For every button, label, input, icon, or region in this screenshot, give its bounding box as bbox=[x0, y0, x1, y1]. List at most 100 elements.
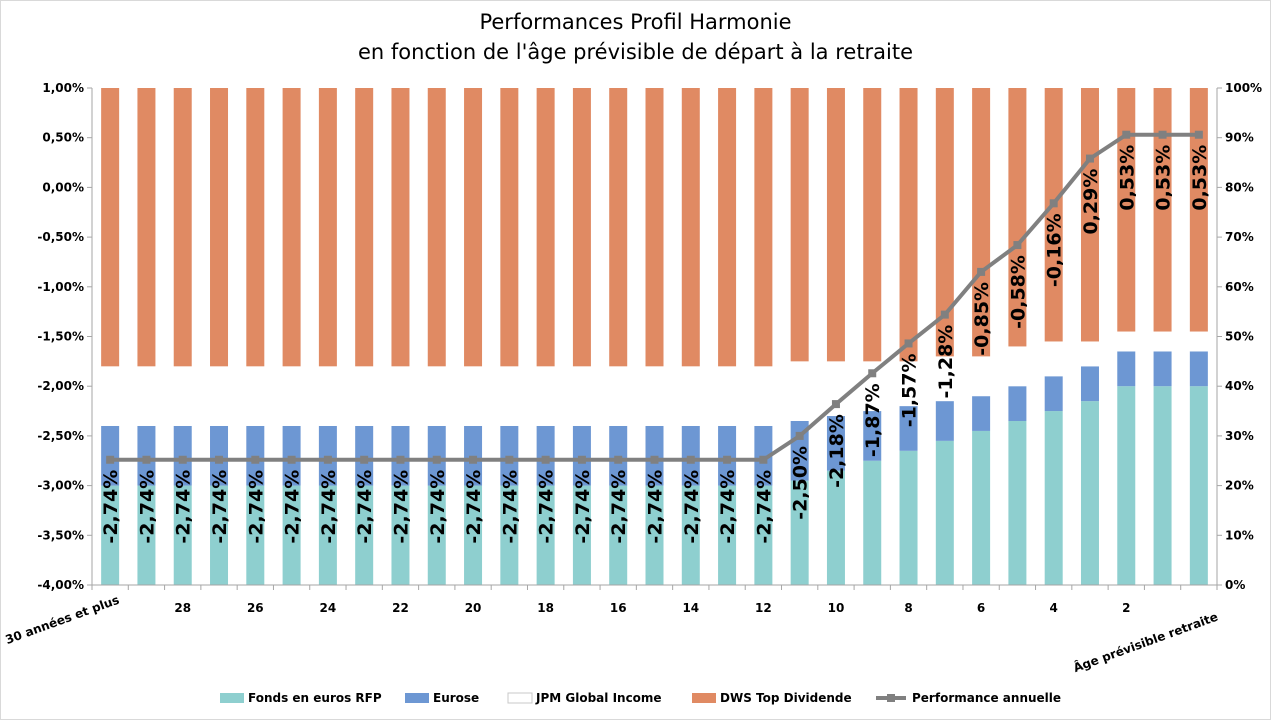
x-tick-label: 4 bbox=[1050, 601, 1058, 615]
data-label-5: -2,74% bbox=[282, 470, 304, 544]
bar-segment-3-22 bbox=[899, 88, 918, 362]
data-label-9: -2,74% bbox=[427, 470, 449, 544]
x-tick-label: 30 années et plus bbox=[4, 593, 122, 647]
bar-segment-2-14 bbox=[609, 366, 628, 426]
y-left-tick-label: -1,00% bbox=[37, 280, 84, 294]
bar-segment-2-1 bbox=[137, 366, 156, 426]
bar-segment-0-4 bbox=[246, 485, 265, 585]
bar-segment-0-26 bbox=[1044, 411, 1063, 585]
x-tick-label: 2 bbox=[1122, 601, 1130, 615]
bar-segment-3-3 bbox=[210, 88, 229, 367]
bar-segment-2-5 bbox=[282, 366, 301, 426]
bar-segment-3-6 bbox=[318, 88, 337, 367]
y-right-tick-label: 60% bbox=[1225, 280, 1254, 294]
x-tick-label: 6 bbox=[977, 601, 985, 615]
bar-segment-2-25 bbox=[1008, 346, 1027, 387]
bar-segment-0-17 bbox=[718, 485, 737, 585]
performance-marker-12 bbox=[541, 455, 550, 464]
data-label-8: -2,74% bbox=[390, 470, 412, 544]
bar-segment-0-3 bbox=[210, 485, 229, 585]
bar-segment-2-0 bbox=[101, 366, 120, 426]
x-tick-label: 12 bbox=[755, 601, 772, 615]
performance-marker-13 bbox=[577, 455, 586, 464]
y-right-tick-label: 50% bbox=[1225, 330, 1254, 344]
y-right-tick-label: 20% bbox=[1225, 479, 1254, 493]
bar-segment-3-15 bbox=[645, 88, 664, 367]
bar-segment-2-30 bbox=[1189, 331, 1208, 352]
performance-marker-18 bbox=[759, 455, 768, 464]
performance-marker-28 bbox=[1122, 130, 1131, 139]
bar-segment-2-26 bbox=[1044, 341, 1063, 377]
bar-segment-3-14 bbox=[609, 88, 628, 367]
bar-segment-3-1 bbox=[137, 88, 156, 367]
bar-segment-3-12 bbox=[536, 88, 555, 367]
bar-segment-0-25 bbox=[1008, 420, 1027, 585]
bar-segment-0-8 bbox=[391, 485, 410, 585]
data-label-25: -0,58% bbox=[1007, 255, 1029, 329]
bar-segment-3-13 bbox=[572, 88, 591, 367]
data-label-20: -2,18% bbox=[826, 414, 848, 488]
bar-segment-1-19 bbox=[790, 420, 809, 481]
bar-segment-2-7 bbox=[355, 366, 374, 426]
bar-segment-0-9 bbox=[427, 485, 446, 585]
bar-segment-2-2 bbox=[173, 366, 192, 426]
data-label-12: -2,74% bbox=[536, 470, 558, 544]
bar-segment-2-24 bbox=[972, 356, 991, 397]
bar-segment-0-13 bbox=[572, 485, 591, 585]
performance-marker-14 bbox=[614, 455, 623, 464]
y-left-tick-label: 1,00% bbox=[42, 81, 84, 95]
performance-marker-15 bbox=[650, 455, 659, 464]
y-right-tick-label: 90% bbox=[1225, 131, 1254, 145]
bar-segment-0-10 bbox=[464, 485, 483, 585]
x-tick-label: 16 bbox=[610, 601, 627, 615]
bar-segment-2-22 bbox=[899, 361, 918, 407]
data-label-23: -1,28% bbox=[935, 325, 957, 399]
performance-marker-21 bbox=[868, 369, 877, 378]
axes-layer: 1,00% 0,50% 0,00% -0,50% -1,00% -1,50% -2,00% -… bbox=[4, 81, 1263, 675]
performance-marker-25 bbox=[1013, 241, 1022, 250]
data-label-19: -2,50% bbox=[790, 446, 812, 520]
data-label-30: 0,53% bbox=[1189, 145, 1211, 211]
y-left-tick-label: -2,00% bbox=[37, 379, 84, 393]
bar-segment-0-14 bbox=[609, 485, 628, 585]
bar-segment-2-15 bbox=[645, 366, 664, 426]
bar-segment-2-3 bbox=[210, 366, 229, 426]
legend: Fonds en euros RFP Eurose JPM Global Incom… bbox=[220, 691, 1061, 705]
legend-swatch-3 bbox=[692, 693, 716, 703]
data-label-26: -0,16% bbox=[1044, 213, 1066, 287]
bar-segment-3-8 bbox=[391, 88, 410, 367]
performance-marker-16 bbox=[686, 455, 695, 464]
bar-segment-0-12 bbox=[536, 485, 555, 585]
legend-label-4: Performance annuelle bbox=[912, 691, 1061, 705]
chart-title-line-1: Performances Profil Harmonie bbox=[479, 10, 792, 34]
x-tick-label: 10 bbox=[828, 601, 845, 615]
y-right-tick-label: 30% bbox=[1225, 429, 1254, 443]
bar-segment-0-19 bbox=[790, 480, 809, 585]
bar-segment-2-23 bbox=[935, 356, 954, 402]
bar-segment-0-7 bbox=[355, 485, 374, 585]
bar-segment-1-20 bbox=[826, 416, 845, 471]
data-label-29: 0,53% bbox=[1153, 145, 1175, 211]
bar-segment-3-21 bbox=[863, 88, 882, 362]
performance-marker-5 bbox=[287, 455, 296, 464]
x-tick-label: 8 bbox=[904, 601, 912, 615]
bar-segment-3-16 bbox=[681, 88, 700, 367]
bar-segment-0-24 bbox=[972, 430, 991, 585]
bar-segment-3-28 bbox=[1117, 88, 1136, 332]
performance-marker-19 bbox=[795, 431, 804, 440]
bar-segment-3-4 bbox=[246, 88, 265, 367]
bar-segment-0-0 bbox=[101, 485, 120, 585]
data-label-3: -2,74% bbox=[209, 470, 231, 544]
bar-segment-0-29 bbox=[1153, 386, 1172, 585]
y-left-tick-label: -2,50% bbox=[37, 429, 84, 443]
bar-segment-0-18 bbox=[754, 485, 773, 585]
y-right-tick-label: 40% bbox=[1225, 379, 1254, 393]
bar-segment-3-0 bbox=[101, 88, 120, 367]
bar-segment-0-2 bbox=[173, 485, 192, 585]
data-label-13: -2,74% bbox=[572, 470, 594, 544]
bar-segment-3-20 bbox=[826, 88, 845, 362]
performance-marker-11 bbox=[505, 455, 514, 464]
data-label-27: 0,29% bbox=[1080, 169, 1102, 235]
performance-marker-23 bbox=[940, 310, 949, 319]
